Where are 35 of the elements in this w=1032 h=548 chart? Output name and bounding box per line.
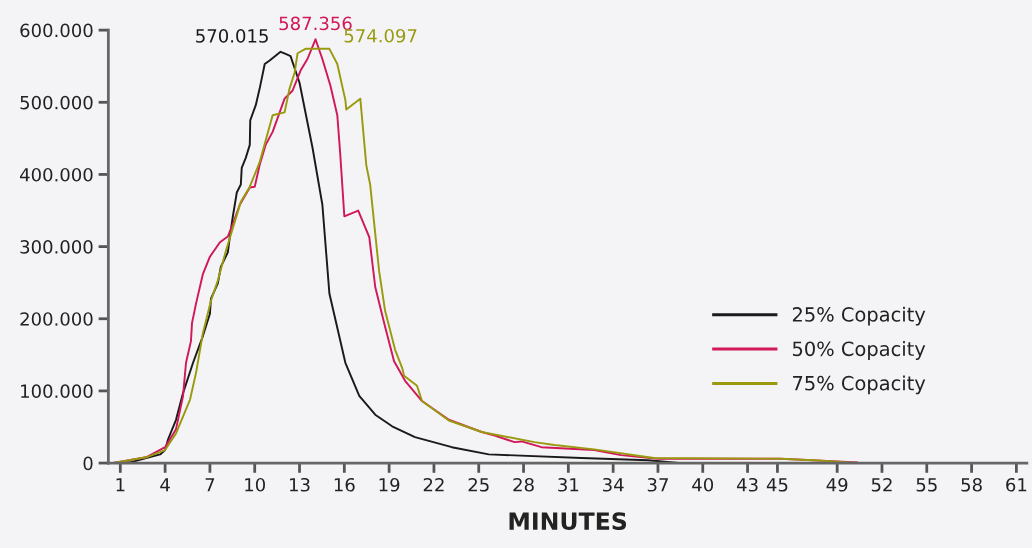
x-tick-label: 45 bbox=[766, 478, 788, 492]
x-tick-label: 52 bbox=[871, 477, 892, 492]
x-tick-label: 16 bbox=[334, 477, 355, 492]
x-tick-label: 61 bbox=[1006, 477, 1027, 492]
x-tick-label: 1 bbox=[116, 478, 125, 492]
x-tick-label: 4 bbox=[160, 478, 170, 492]
x-tick-label: 34 bbox=[603, 477, 624, 492]
x-tick-label: 25 bbox=[468, 477, 489, 492]
x-tick-label: 40 bbox=[692, 477, 714, 492]
annotation: 574.097 bbox=[344, 28, 417, 43]
y-tick-label: 300.000 bbox=[20, 240, 93, 254]
legend-label: 50% Copacity bbox=[792, 341, 926, 360]
y-tick-label: 100.000 bbox=[21, 384, 93, 399]
x-tick-label: 37 bbox=[647, 477, 668, 492]
x-tick-label: 43 bbox=[736, 477, 758, 492]
y-tick-label: 400.000 bbox=[19, 167, 93, 182]
x-tick-label: 28 bbox=[513, 477, 534, 492]
x-tick-label: 10 bbox=[245, 477, 266, 492]
y-tick-label: 600.000 bbox=[20, 23, 93, 38]
x-tick-label: 58 bbox=[961, 477, 982, 492]
y-tick-label: 0 bbox=[83, 456, 93, 471]
x-tick-label: 49 bbox=[826, 477, 848, 492]
y-tick-label: 500.000 bbox=[20, 95, 93, 110]
x-tick-label: 7 bbox=[205, 478, 215, 492]
legend-label: 25% Copacity bbox=[792, 306, 926, 326]
x-tick-label: 19 bbox=[379, 477, 400, 492]
x-axis-title: MINUTES bbox=[509, 512, 627, 531]
y-tick-label: 200.000 bbox=[20, 312, 93, 326]
legend-label: 75% Copacity bbox=[793, 375, 926, 395]
x-tick-label: 13 bbox=[290, 477, 310, 492]
annotation: 587.356 bbox=[279, 16, 352, 31]
x-tick-label: 22 bbox=[423, 477, 444, 492]
x-tick-label: 31 bbox=[558, 477, 579, 492]
annotation: 570.015 bbox=[196, 29, 268, 43]
x-tick-label: 55 bbox=[916, 478, 937, 492]
